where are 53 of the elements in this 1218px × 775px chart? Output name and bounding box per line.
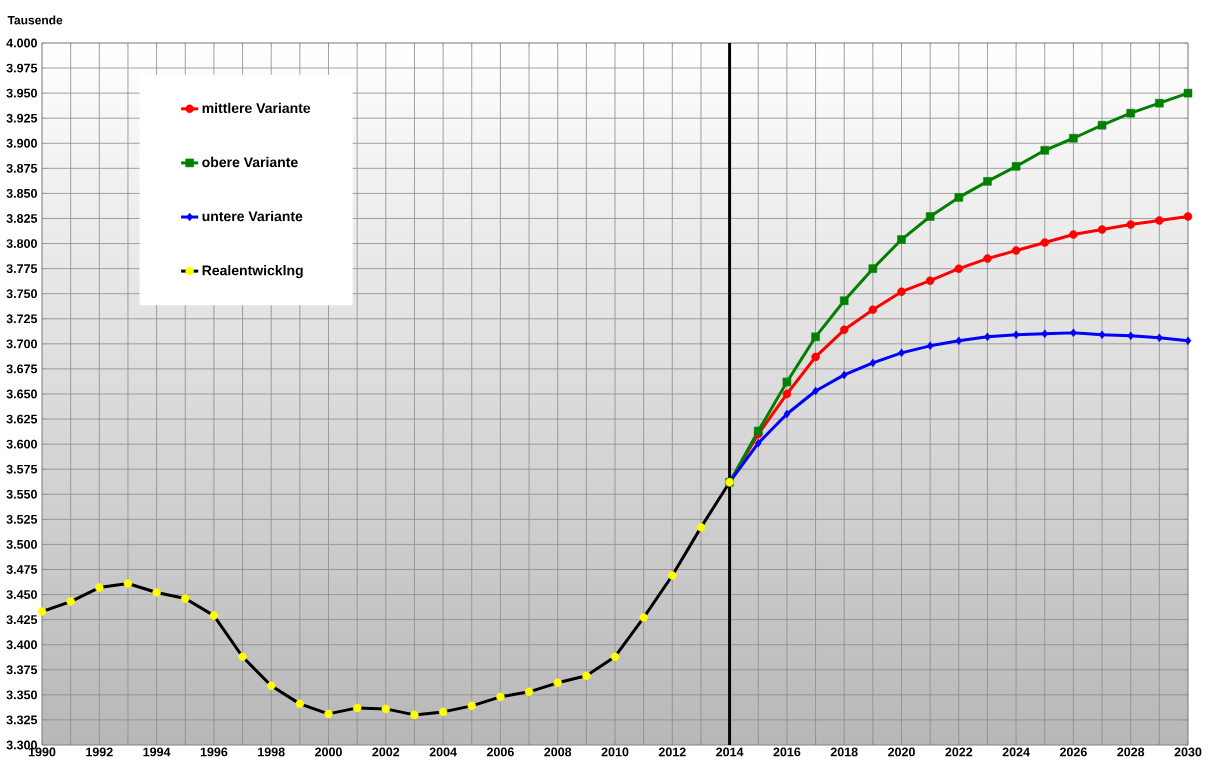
- y-tick-label: 3.875: [6, 163, 38, 173]
- legend-label: obere Variante: [202, 156, 298, 168]
- y-tick-label: 3.675: [6, 364, 38, 374]
- y-tick-label: 3.500: [6, 539, 37, 549]
- y-tick-label: 3.650: [6, 389, 37, 399]
- x-tick-label: 2030: [1174, 747, 1202, 757]
- legend-label: untere Variante: [202, 210, 303, 222]
- x-tick-label: 1994: [143, 747, 171, 757]
- y-tick-label: 3.375: [6, 665, 38, 675]
- x-tick-label: 2006: [486, 747, 514, 757]
- legend-label: mittlere Variante: [202, 102, 311, 114]
- x-tick-label: 2008: [544, 747, 572, 757]
- y-tick-label: 3.925: [6, 113, 38, 123]
- x-tick-label: 2004: [429, 747, 457, 757]
- y-tick-label: 3.400: [6, 640, 37, 650]
- x-tick-label: 1992: [86, 747, 113, 757]
- x-tick-label: 1996: [200, 747, 228, 757]
- y-tick-label: 3.425: [6, 615, 38, 625]
- x-tick-label: 2012: [658, 747, 686, 757]
- x-tick-label: 2014: [716, 747, 744, 757]
- y-tick-label: 3.825: [6, 214, 38, 223]
- x-tick-label: 2016: [773, 747, 801, 757]
- x-tick-label: 2028: [1117, 747, 1145, 757]
- x-tick-label: 2000: [315, 747, 342, 757]
- y-tick-label: 3.850: [6, 188, 37, 198]
- x-tick-label: 2022: [945, 747, 973, 757]
- y-axis-title: Tausende: [7, 15, 63, 25]
- y-tick-label: 3.800: [6, 239, 37, 248]
- y-tick-label: 3.625: [6, 414, 38, 424]
- y-tick-label: 3.700: [6, 339, 37, 349]
- y-tick-label: 3.775: [6, 264, 38, 274]
- y-tick-label: 3.350: [6, 690, 37, 700]
- x-tick-label: 2002: [372, 747, 400, 757]
- y-tick-label: 3.975: [6, 63, 38, 73]
- legend-label: Realentwicklng: [202, 265, 303, 279]
- x-tick-label: 2020: [888, 747, 915, 757]
- x-tick-label: 1998: [258, 747, 285, 757]
- y-tick-label: 3.750: [6, 289, 37, 299]
- y-tick-label: 3.900: [6, 138, 37, 148]
- y-tick-label: 3.525: [6, 514, 38, 524]
- x-tick-label: 2024: [1002, 747, 1030, 757]
- y-tick-label: 3.450: [6, 590, 37, 599]
- x-tick-label: 2018: [830, 747, 858, 757]
- x-tick-label: 2026: [1059, 747, 1087, 757]
- y-tick-label: 3.600: [6, 439, 37, 449]
- y-tick-label: 3.575: [6, 464, 38, 474]
- y-tick-label: 4.000: [6, 38, 37, 48]
- y-tick-label: 3.950: [6, 88, 37, 98]
- y-tick-label: 3.325: [6, 715, 38, 725]
- x-tick-label: 2010: [601, 747, 629, 757]
- y-tick-label: 3.475: [6, 565, 38, 574]
- y-tick-label: 3.550: [6, 489, 37, 499]
- y-tick-label: 3.725: [6, 314, 38, 324]
